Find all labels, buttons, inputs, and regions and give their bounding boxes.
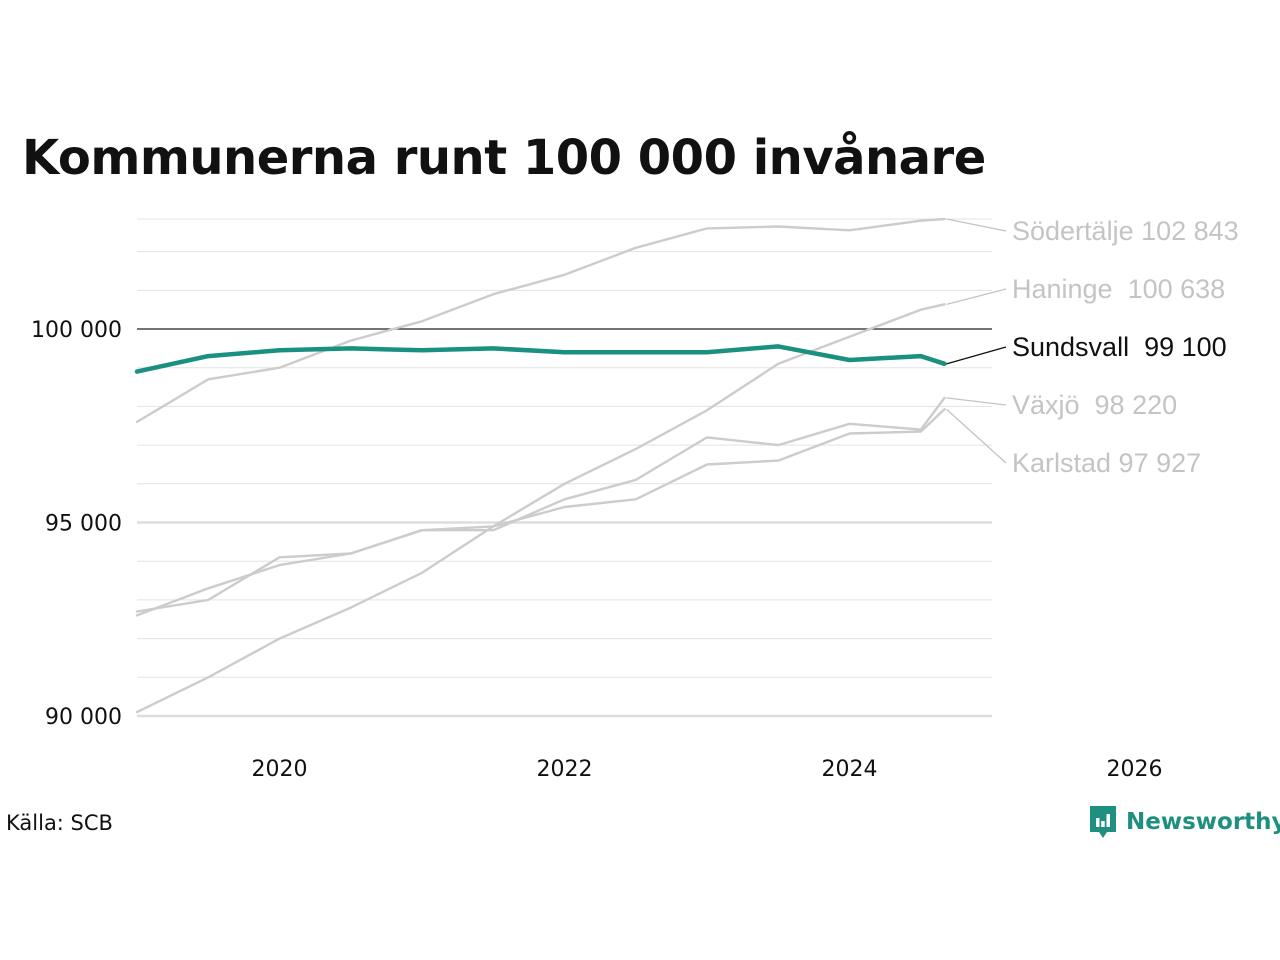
label-leader-line bbox=[946, 408, 1007, 464]
series-end-label: Södertälje 102 843 bbox=[1012, 216, 1239, 246]
series-end-label: Sundsvall 99 100 bbox=[1012, 332, 1227, 362]
label-leader-line bbox=[946, 288, 1007, 305]
series-line-haninge bbox=[135, 303, 946, 714]
newsworthy-logo: Newsworthy bbox=[1088, 804, 1280, 840]
source-note: Källa: SCB bbox=[6, 811, 113, 835]
series-end-labels: Södertälje 102 843 Haninge 100 638 Sundsva… bbox=[946, 216, 1239, 478]
label-leader-line bbox=[946, 218, 1007, 232]
newsworthy-icon bbox=[1090, 806, 1116, 838]
y-tick-label: 95 000 bbox=[45, 512, 122, 537]
x-tick-label: 2022 bbox=[537, 757, 593, 782]
grid-lines bbox=[137, 218, 992, 718]
series-line-växjö bbox=[135, 396, 946, 613]
brand-name: Newsworthy bbox=[1126, 809, 1280, 835]
x-axis-ticks: 2020 2022 2024 2026 bbox=[252, 757, 1163, 782]
y-tick-label: 100 000 bbox=[31, 318, 122, 343]
x-tick-label: 2024 bbox=[822, 757, 878, 782]
series-end-label: Haninge 100 638 bbox=[1012, 274, 1225, 304]
series-end-label: Växjö 98 220 bbox=[1012, 390, 1177, 420]
series-line-karlstad bbox=[135, 408, 946, 617]
series-lines bbox=[134, 217, 947, 714]
label-leader-line bbox=[946, 397, 1007, 406]
y-axis-ticks: 90 000 95 000 100 000 bbox=[31, 318, 122, 730]
y-tick-label: 90 000 bbox=[45, 705, 122, 730]
series-line-sundsvall bbox=[134, 344, 947, 374]
label-leader-line bbox=[946, 346, 1007, 365]
chart-title: Kommunerna runt 100 000 invånare bbox=[22, 130, 986, 186]
x-tick-label: 2020 bbox=[252, 757, 308, 782]
series-line-södertälje bbox=[135, 217, 946, 424]
x-tick-label: 2026 bbox=[1107, 757, 1163, 782]
series-end-label: Karlstad 97 927 bbox=[1012, 448, 1201, 478]
